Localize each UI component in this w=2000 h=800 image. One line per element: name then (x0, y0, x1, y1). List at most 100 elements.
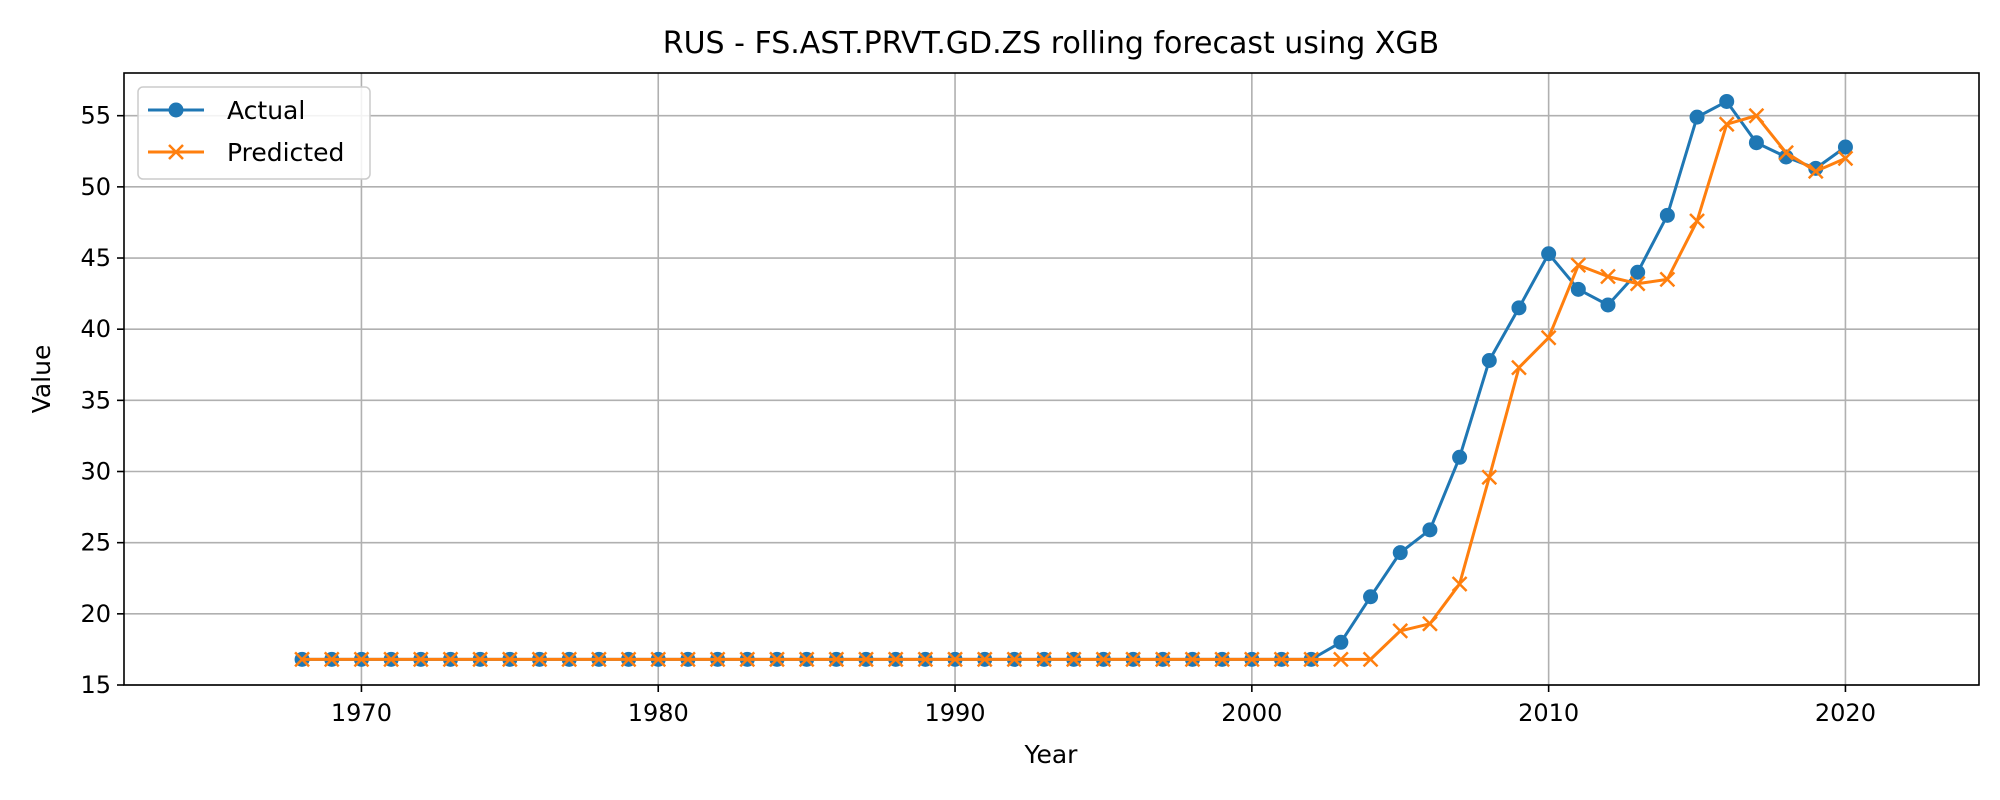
data-point-predicted (1273, 651, 1290, 668)
data-point-predicted (442, 651, 459, 668)
legend-label-predicted: Predicted (227, 138, 344, 167)
data-point-predicted (1362, 651, 1379, 668)
y-tick-label: 15 (80, 671, 111, 699)
data-point-predicted (323, 651, 340, 668)
data-point-predicted (1095, 651, 1112, 668)
series-layer (294, 93, 1854, 668)
data-point-predicted (1303, 651, 1320, 668)
y-tick-label: 25 (80, 529, 111, 557)
data-point-predicted (1511, 359, 1527, 376)
data-point-predicted (1837, 150, 1854, 167)
axis-ticks: 1970 1980 1990 2000 2010 2020 15 20 25 30 35 40 45 50… (80, 102, 1876, 727)
data-point-predicted (1154, 651, 1171, 668)
data-point-predicted (798, 651, 815, 668)
data-point-predicted (1243, 651, 1260, 668)
data-point-predicted (472, 651, 489, 668)
data-point-predicted (828, 651, 845, 668)
data-point-predicted (1006, 651, 1023, 668)
data-point-predicted (1481, 469, 1498, 486)
data-point-predicted (739, 651, 756, 668)
legend: Actual Predicted (137, 86, 371, 180)
x-tick-label: 2000 (1221, 699, 1282, 727)
data-point-predicted (1659, 271, 1676, 288)
data-point-predicted (709, 651, 726, 668)
data-point-actual (1422, 522, 1438, 538)
data-point-actual (1600, 297, 1616, 313)
data-point-predicted (769, 651, 785, 668)
y-tick-label: 40 (80, 315, 111, 343)
x-tick-label: 1970 (331, 699, 392, 727)
data-point-predicted (858, 651, 874, 668)
data-point-predicted (383, 651, 400, 668)
chart-title: RUS - FS.AST.PRVT.GD.ZS rolling forecast… (663, 26, 1439, 61)
plot-frame (123, 72, 1980, 686)
data-point-predicted (1214, 651, 1231, 668)
y-tick-label: 35 (80, 386, 111, 414)
data-point-actual (1837, 139, 1853, 155)
data-point-predicted (1600, 268, 1616, 285)
data-point-actual (1570, 281, 1586, 297)
data-point-predicted (1807, 163, 1824, 180)
data-point-predicted (1748, 107, 1765, 124)
y-axis-label: Value (27, 345, 56, 414)
x-tick-label: 2010 (1518, 699, 1579, 727)
data-point-predicted (947, 651, 963, 668)
data-point-predicted (1718, 116, 1735, 133)
x-axis-label: Year (1024, 740, 1079, 769)
data-point-predicted (501, 651, 518, 668)
data-point-predicted (680, 651, 696, 668)
data-point-actual (1392, 545, 1408, 561)
data-point-actual (1363, 589, 1379, 605)
data-point-predicted (590, 651, 607, 668)
data-point-actual (1452, 449, 1468, 465)
data-point-predicted (561, 651, 578, 668)
data-point-predicted (1540, 329, 1557, 346)
data-point-predicted (1451, 576, 1468, 592)
data-point-predicted (1392, 623, 1409, 639)
x-tick-label: 1980 (628, 699, 689, 727)
data-point-actual (1719, 93, 1735, 109)
data-point-predicted (887, 651, 904, 668)
data-point-actual (1778, 149, 1794, 165)
data-point-actual (1511, 300, 1527, 316)
legend-marker-predicted (168, 144, 184, 160)
data-point-predicted (1125, 651, 1142, 668)
legend-marker-actual (168, 102, 184, 118)
data-point-actual (1630, 264, 1646, 280)
data-point-predicted (412, 651, 429, 668)
data-point-actual (1659, 207, 1675, 223)
data-point-predicted (1332, 651, 1349, 668)
legend-label-actual: Actual (227, 96, 305, 125)
y-tick-label: 30 (80, 458, 111, 486)
data-point-predicted (917, 651, 934, 668)
data-point-actual (1333, 634, 1349, 650)
data-point-predicted (1629, 275, 1646, 292)
x-tick-label: 1990 (925, 699, 986, 727)
data-point-predicted (1689, 213, 1705, 229)
y-tick-label: 20 (80, 600, 111, 628)
data-point-predicted (1184, 651, 1201, 668)
data-point-actual (1689, 109, 1705, 125)
data-point-predicted (976, 651, 993, 668)
series-predicted (294, 107, 1854, 668)
data-point-actual (1481, 352, 1497, 368)
data-point-predicted (353, 651, 370, 668)
data-point-predicted (650, 651, 667, 668)
data-point-predicted (294, 651, 310, 668)
data-point-predicted (1065, 651, 1082, 668)
grid-lines (124, 73, 1979, 686)
y-tick-label: 45 (80, 244, 111, 272)
x-tick-label: 2020 (1815, 699, 1876, 727)
data-point-predicted (531, 651, 548, 668)
data-point-actual (1808, 160, 1824, 176)
data-point-predicted (1570, 257, 1587, 274)
data-point-actual (1541, 246, 1557, 262)
data-point-predicted (620, 651, 637, 668)
data-point-actual (1748, 135, 1764, 151)
data-point-predicted (1778, 144, 1794, 161)
data-point-predicted (1422, 615, 1438, 632)
y-tick-label: 50 (80, 173, 111, 201)
data-point-predicted (1036, 651, 1052, 668)
y-tick-label: 55 (80, 102, 111, 130)
